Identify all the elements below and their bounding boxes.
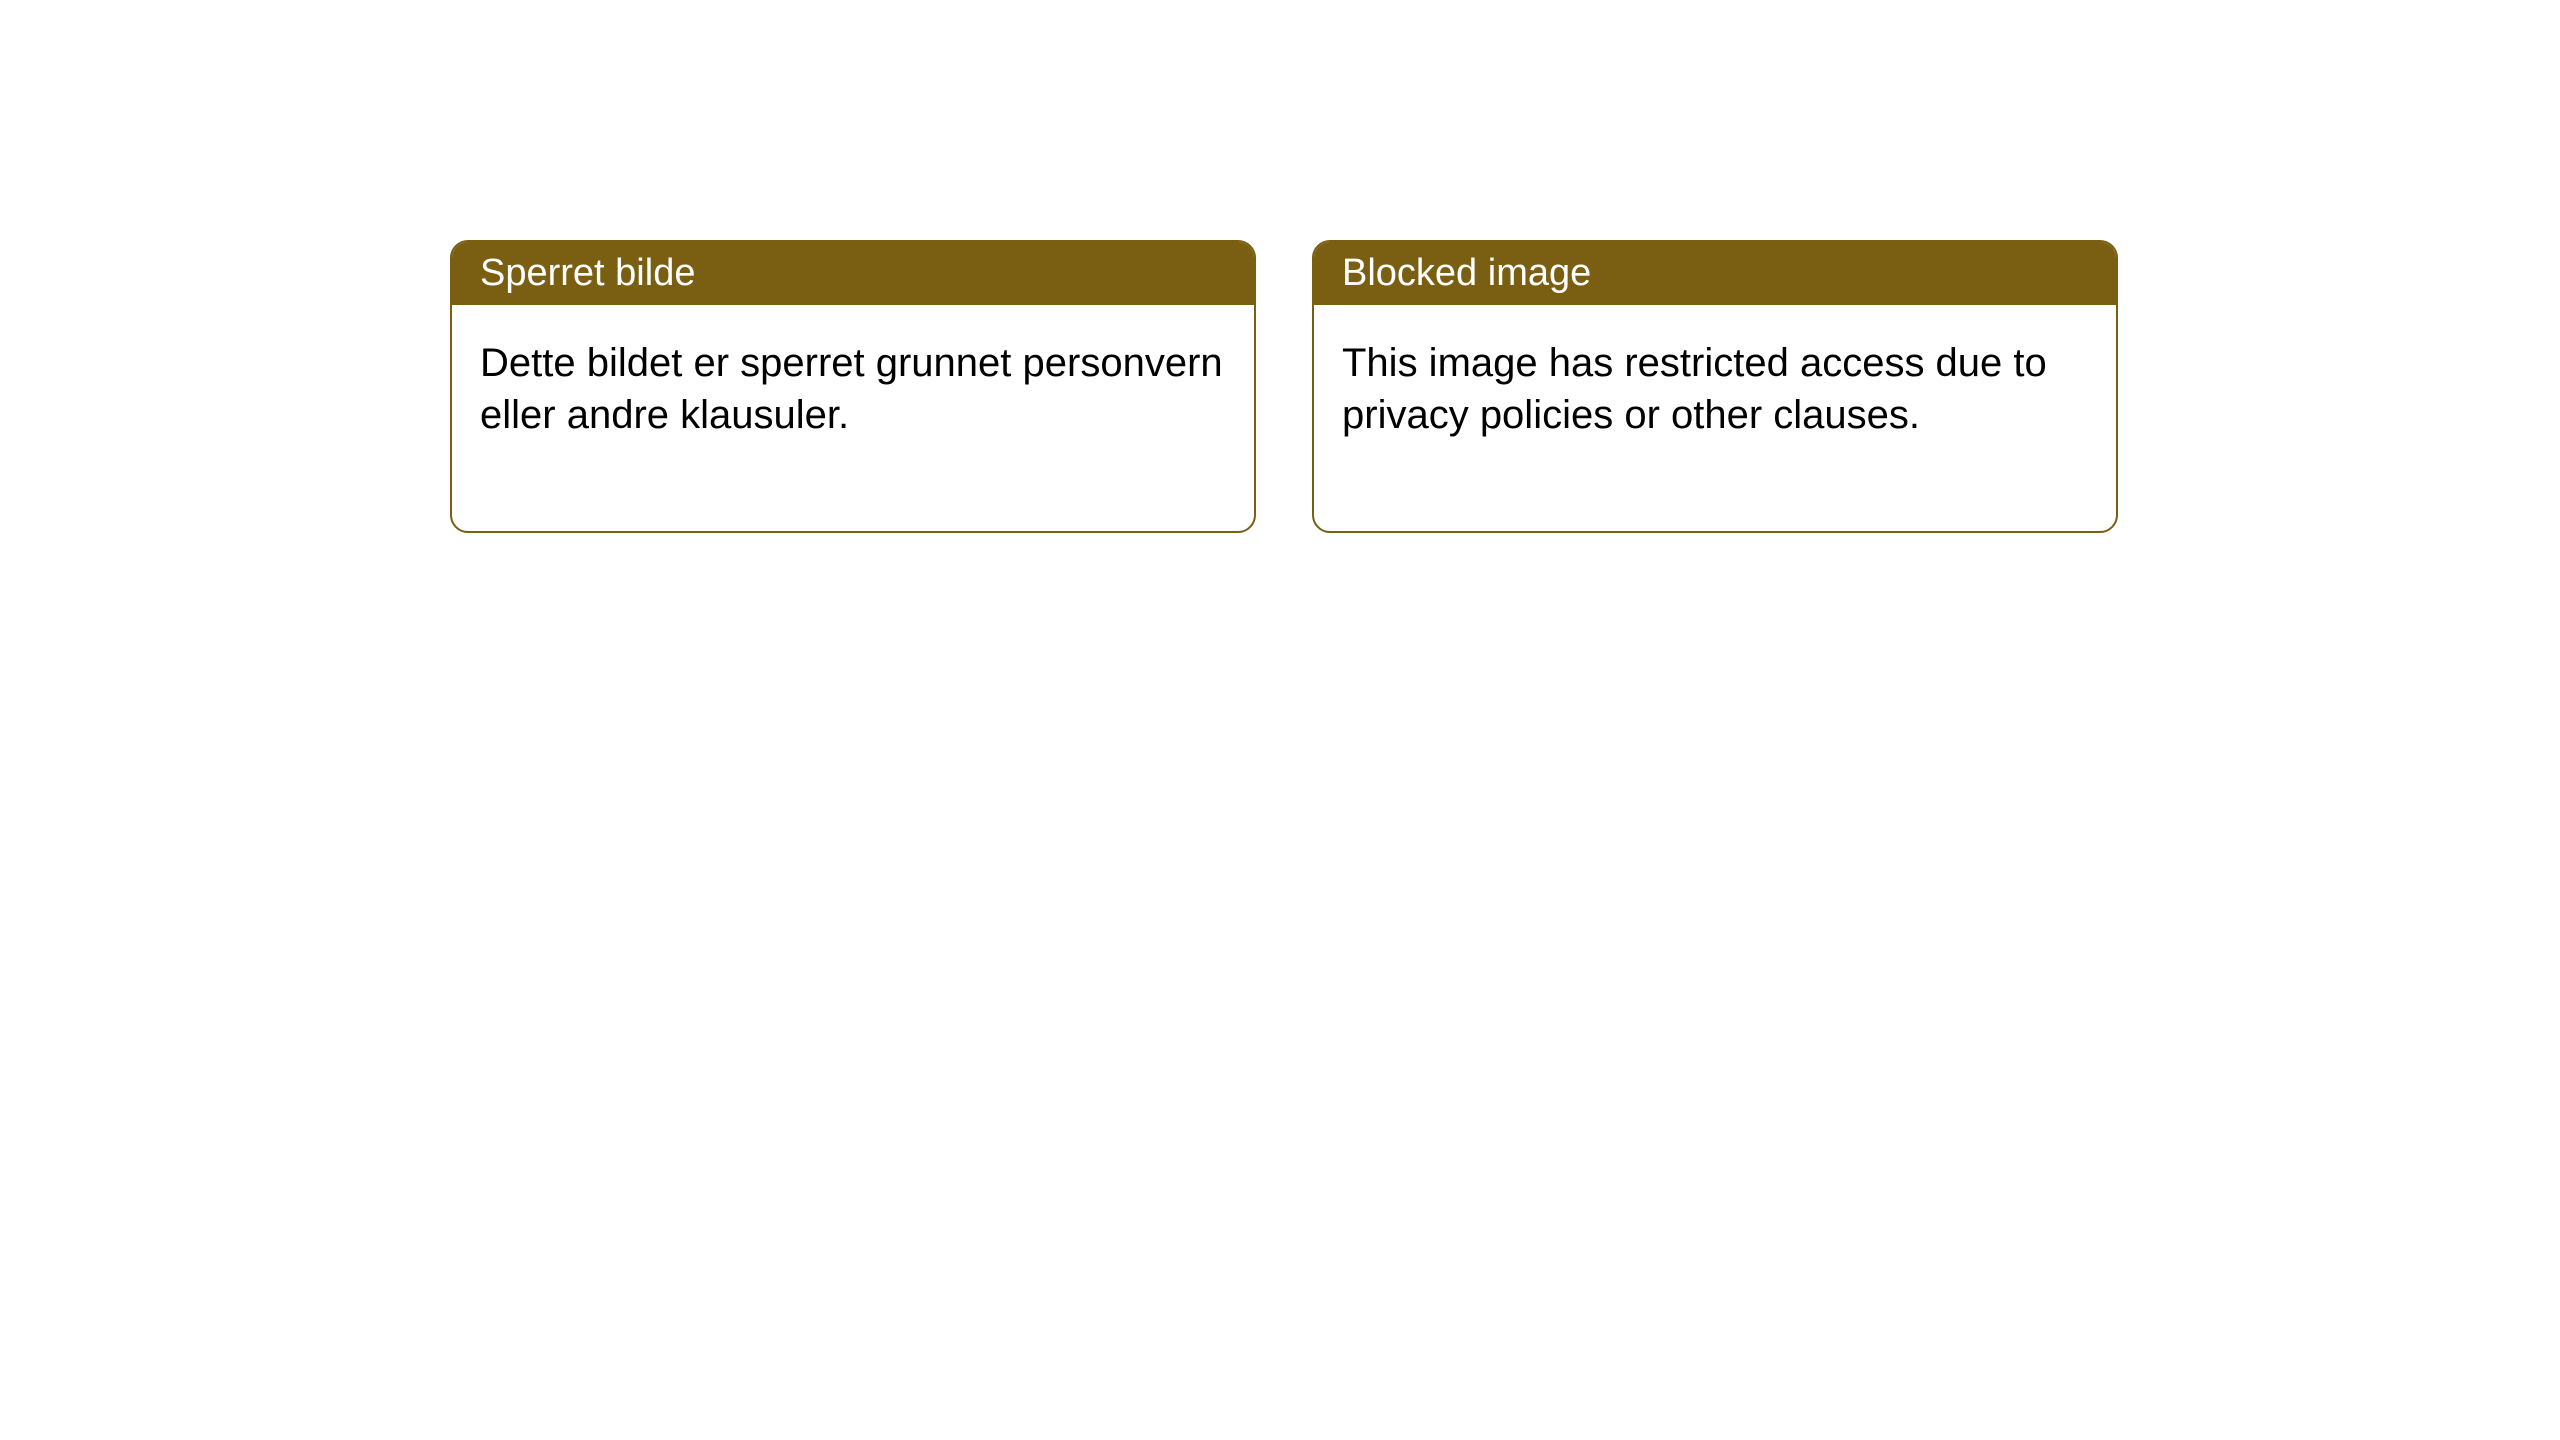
card-header: Sperret bilde bbox=[452, 242, 1254, 305]
card-title: Blocked image bbox=[1342, 252, 1591, 294]
notice-container: Sperret bilde Dette bildet er sperret gr… bbox=[450, 240, 2118, 533]
card-body: Dette bildet er sperret grunnet personve… bbox=[452, 305, 1254, 531]
card-title: Sperret bilde bbox=[480, 252, 695, 294]
notice-card-english: Blocked image This image has restricted … bbox=[1312, 240, 2118, 533]
notice-card-norwegian: Sperret bilde Dette bildet er sperret gr… bbox=[450, 240, 1256, 533]
card-header: Blocked image bbox=[1314, 242, 2116, 305]
card-body-text: Dette bildet er sperret grunnet personve… bbox=[480, 341, 1223, 437]
card-body-text: This image has restricted access due to … bbox=[1342, 341, 2047, 437]
card-body: This image has restricted access due to … bbox=[1314, 305, 2116, 531]
